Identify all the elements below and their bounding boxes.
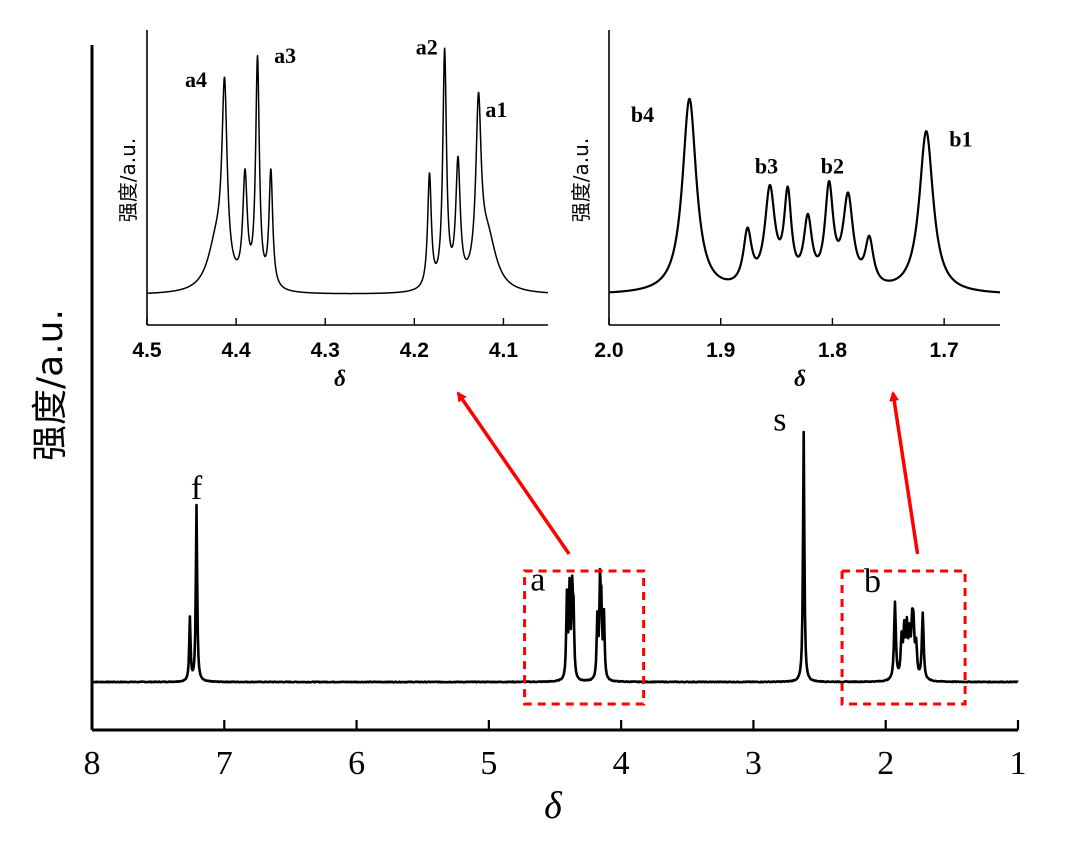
- peak-label-a4: a4: [185, 67, 207, 92]
- peak-label-b1: b1: [949, 127, 972, 152]
- peak-label-b3: b3: [755, 154, 778, 179]
- x-tick-label: 4: [613, 745, 630, 782]
- x-tick-label: 3: [745, 745, 762, 782]
- panel-inset-a: 4.5 4.4 4.3 4.2 4.1 δ 强度/a.u. a4 a3 a2 a1: [116, 30, 549, 391]
- x-tick-label: 2.0: [594, 339, 623, 362]
- y-axis-label: 强度/a.u.: [30, 309, 71, 461]
- peak-label-a2: a2: [416, 35, 438, 60]
- x-axis-label: δ: [544, 785, 563, 827]
- peak-label-b: b: [864, 563, 881, 600]
- x-axis-label: δ: [794, 366, 806, 391]
- peak-label-a3: a3: [274, 43, 296, 68]
- panel-inset-b: 2.0 1.9 1.8 1.7 δ 强度/a.u. b4 b3 b2 b1: [569, 30, 1001, 391]
- peak-label-a: a: [530, 561, 545, 598]
- peak-label-a1: a1: [485, 97, 507, 122]
- x-tick-label: 6: [348, 745, 365, 782]
- spectrum-line: [146, 47, 549, 295]
- y-axis-label: 强度/a.u.: [116, 138, 140, 222]
- spectrum-line: [91, 430, 1019, 684]
- zoom-arrow-a: [456, 391, 571, 555]
- x-tick-label: 8: [84, 745, 101, 782]
- x-tick-label: 4.4: [222, 339, 252, 362]
- x-axis-label: δ: [334, 366, 346, 391]
- x-tick-label: 2: [877, 745, 894, 782]
- panel-main: 8 7 6 5 4 3 2 1 δ 强度/a.u. f a s b: [30, 45, 1027, 827]
- x-tick-label: 4.3: [311, 339, 340, 362]
- peak-label-b2: b2: [821, 154, 844, 179]
- x-tick-label: 4.5: [132, 339, 162, 362]
- x-tick-label: 1.9: [706, 339, 735, 362]
- peak-label-f: f: [191, 470, 203, 507]
- highlight-box-b: [840, 569, 967, 706]
- x-tick-label: 7: [216, 745, 233, 782]
- x-tick-label: 5: [480, 745, 497, 782]
- y-axis-label: 强度/a.u.: [569, 138, 593, 222]
- x-tick-label: 4.1: [489, 339, 519, 362]
- zoom-arrow-b: [889, 391, 920, 555]
- x-tick-label: 1.7: [930, 339, 959, 362]
- peak-label-s: s: [773, 401, 786, 438]
- highlight-box-a: [523, 569, 646, 706]
- spectrum-line: [608, 97, 1001, 294]
- x-tick-label: 1: [1010, 745, 1027, 782]
- peak-label-b4: b4: [631, 102, 654, 127]
- x-tick-label: 1.8: [818, 339, 848, 362]
- x-tick-label: 4.2: [400, 339, 429, 362]
